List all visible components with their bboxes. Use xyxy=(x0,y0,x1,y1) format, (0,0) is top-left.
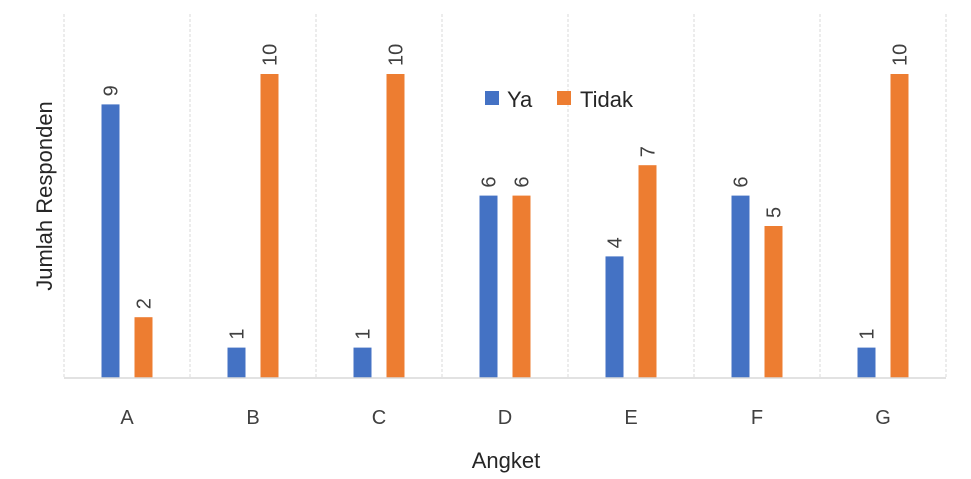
data-label-ya-g: 1 xyxy=(857,328,879,339)
legend-swatch-tidak xyxy=(557,91,571,105)
data-label-tidak-b: 10 xyxy=(260,44,282,66)
data-label-tidak-f: 5 xyxy=(764,207,786,218)
data-label-ya-a: 9 xyxy=(101,85,123,96)
data-label-ya-e: 4 xyxy=(605,237,627,248)
bar-tidak-e xyxy=(638,165,657,378)
data-label-ya-c: 1 xyxy=(353,328,375,339)
y-axis-title: Jumlah Responden xyxy=(32,101,57,291)
bars xyxy=(101,74,909,379)
data-label-tidak-a: 2 xyxy=(134,298,156,309)
bar-tidak-b xyxy=(260,74,279,378)
data-label-ya-b: 1 xyxy=(227,328,249,339)
bar-tidak-a xyxy=(134,317,153,378)
data-label-ya-f: 6 xyxy=(731,176,753,187)
x-tick-label-c: C xyxy=(372,407,386,429)
bar-ya-g xyxy=(857,347,876,378)
data-label-ya-d: 6 xyxy=(479,176,501,187)
grid-lines xyxy=(63,14,947,378)
x-tick-label-d: D xyxy=(498,407,512,429)
bar-tidak-d xyxy=(512,195,531,378)
x-tick-label-a: A xyxy=(120,407,134,429)
data-label-tidak-e: 7 xyxy=(638,146,660,157)
bar-tidak-f xyxy=(764,226,783,378)
bar-ya-e xyxy=(605,256,624,378)
data-label-tidak-g: 10 xyxy=(890,44,912,66)
bar-ya-b xyxy=(227,347,246,378)
bar-tidak-c xyxy=(386,74,405,378)
bar-ya-a xyxy=(101,104,120,379)
bar-tidak-g xyxy=(890,74,909,378)
x-tick-label-g: G xyxy=(875,407,891,429)
legend-swatch-ya xyxy=(485,91,499,105)
x-tick-label-e: E xyxy=(624,407,637,429)
legend: Ya Tidak xyxy=(485,87,634,112)
x-tick-label-f: F xyxy=(751,407,763,429)
legend-label-ya: Ya xyxy=(507,87,533,112)
legend-label-tidak: Tidak xyxy=(580,87,634,112)
bar-ya-d xyxy=(479,195,498,378)
bar-ya-f xyxy=(731,195,750,378)
data-label-tidak-d: 6 xyxy=(512,176,534,187)
x-tick-labels: A B C D E F G xyxy=(120,407,890,429)
data-label-tidak-c: 10 xyxy=(386,44,408,66)
x-axis-title: Angket xyxy=(472,448,541,473)
x-tick-label-b: B xyxy=(246,407,259,429)
bar-ya-c xyxy=(353,347,372,378)
